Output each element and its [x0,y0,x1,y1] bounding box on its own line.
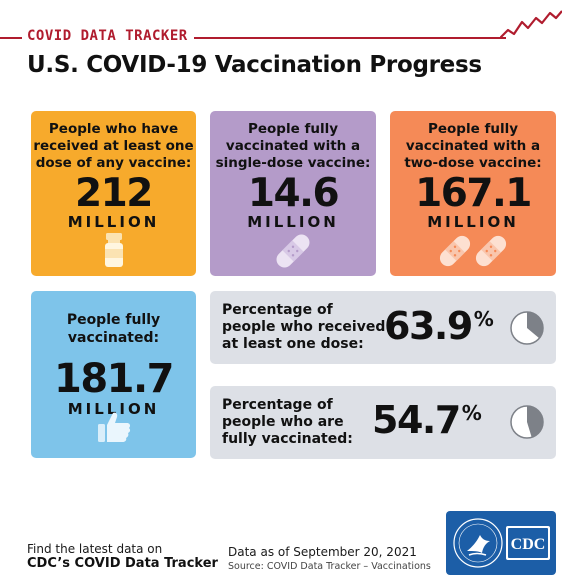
header-rule-left [0,37,22,39]
percent-symbol: % [473,307,494,331]
big-number: 14.6 [247,171,340,216]
cdc-wordmark: CDC [506,526,550,560]
big-number: 212 [75,171,153,216]
percent-label: Percentage of people who received at lea… [222,302,386,352]
header-rule-right [194,37,506,39]
thumbs-up-icon [97,412,130,442]
card-percent-at-least-one: Percentage of people who received at lea… [210,291,556,364]
percent-label: Percentage of people who are fully vacci… [222,397,353,447]
percent-symbol: % [461,401,482,425]
tracker-label: COVID DATA TRACKER [27,28,188,44]
card-two-dose: People fully vaccinated with a two-dose … [390,111,556,276]
card-at-least-one-dose: People who have received at least one do… [31,111,196,276]
unit-label: MILLION [247,213,339,231]
card-fully-vaccinated: People fully vaccinated: 181.7 MILLION [31,291,196,458]
trend-line-icon [500,10,562,39]
footer-tracker-link[interactable]: CDC’s COVID Data Tracker [27,556,218,571]
card-label: People fully vaccinated: [66,312,161,346]
vaccine-vial-icon [104,233,123,267]
percent-value: 54.7% [372,398,482,442]
svg-text:CDC: CDC [511,536,546,553]
data-source: Source: COVID Data Tracker – Vaccination… [228,561,431,572]
card-label: People fully vaccinated with a two-dose … [404,121,542,171]
percent-value: 63.9% [384,304,494,348]
unit-label: MILLION [67,213,160,231]
card-single-dose: People fully vaccinated with a single-do… [210,111,376,276]
unit-label: MILLION [67,400,160,418]
big-number: 167.1 [415,171,532,216]
footer-find-text: Find the latest data on [27,542,163,556]
page-title: U.S. COVID-19 Vaccination Progress [27,52,482,78]
data-date: Data as of September 20, 2021 [228,545,417,559]
hhs-eagle-icon [453,518,503,568]
pie-chart-icon [510,405,544,439]
cdc-logo: CDC [446,511,556,575]
bandage-icon [276,234,310,268]
pie-chart-icon [510,311,544,345]
card-label: People fully vaccinated with a single-do… [215,121,371,171]
card-percent-fully: Percentage of people who are fully vacci… [210,386,556,459]
unit-label: MILLION [427,213,519,231]
big-number: 181.7 [53,356,175,402]
card-label: People who have received at least one do… [33,121,194,171]
two-bandages-icon [439,235,507,267]
